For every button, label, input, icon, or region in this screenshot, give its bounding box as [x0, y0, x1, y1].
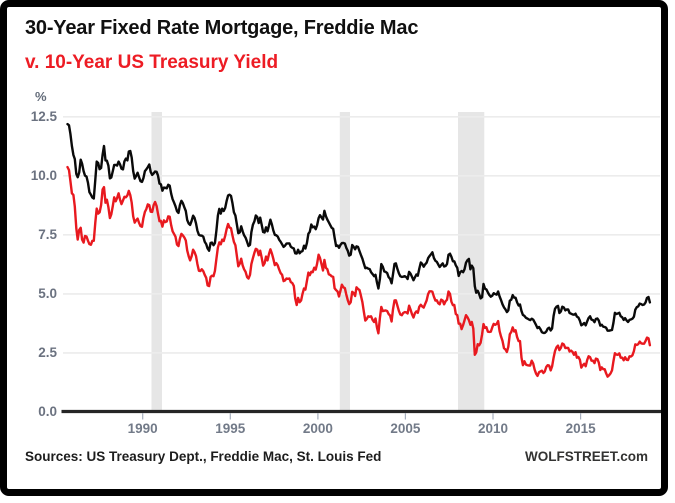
recession-band [339, 112, 350, 411]
treasury-line [66, 165, 652, 378]
x-tick-label: 2005 [390, 421, 421, 436]
chart-frame [0, 0, 668, 496]
x-tick-label: 2000 [302, 421, 333, 436]
y-tick-label: 0.0 [38, 404, 57, 419]
chart-title: 30-Year Fixed Rate Mortgage, Freddie Mac [25, 17, 419, 39]
x-tick-label: 2015 [565, 421, 596, 436]
y-tick-label: 2.5 [38, 344, 57, 360]
y-tick-label: 5.0 [38, 285, 57, 301]
y-axis-unit-label: % [35, 89, 47, 104]
y-tick-label: 7.5 [38, 226, 57, 242]
recession-band [151, 112, 162, 411]
x-tick-label: 1990 [127, 421, 158, 436]
brand-wolfstreet: WOLFSTREET.com [524, 449, 648, 464]
sources-note: Sources: US Treasury Dept., Freddie Mac,… [25, 449, 382, 464]
recession-band [458, 112, 485, 411]
y-tick-label: 12.5 [30, 108, 57, 124]
mortgage-line [66, 122, 652, 335]
chart-subtitle: v. 10-Year US Treasury Yield [25, 52, 279, 73]
y-tick-label: 10.0 [30, 167, 57, 183]
x-tick-label: 2010 [477, 421, 509, 436]
x-tick-label: 1995 [215, 421, 246, 436]
